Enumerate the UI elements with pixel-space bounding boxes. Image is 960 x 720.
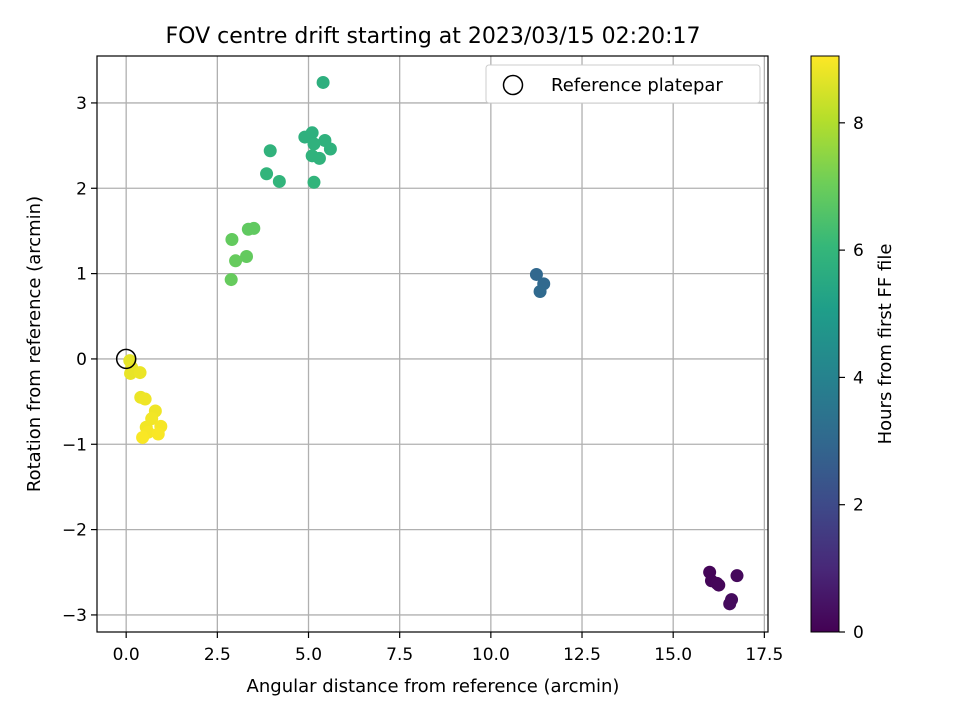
data-point xyxy=(312,151,326,165)
data-point xyxy=(305,126,319,140)
colorbar: 0 2 4 6 8 Hours from first FF file xyxy=(810,55,896,643)
x-tick-label: 0.0 xyxy=(113,645,140,665)
reference-platepar-marker xyxy=(115,348,137,370)
colorbar-tick-label: 4 xyxy=(853,368,864,388)
data-point xyxy=(307,175,321,189)
data-point xyxy=(225,232,239,246)
colorbar-tick-label: 0 xyxy=(853,623,864,643)
data-point xyxy=(533,285,547,299)
y-tick-label: 3 xyxy=(76,94,87,114)
x-tick-label: 10.0 xyxy=(472,645,510,665)
colorbar-tick-label: 6 xyxy=(853,241,864,261)
plot-area-frame xyxy=(96,55,769,633)
legend: Reference platepar xyxy=(485,64,761,104)
data-point xyxy=(247,221,261,235)
chart-title: FOV centre drift starting at 2023/03/15 … xyxy=(166,24,701,49)
data-point xyxy=(730,569,744,583)
x-axis-ticks: 0.0 2.5 5.0 7.5 10.0 12.5 15.0 17.5 xyxy=(113,632,783,665)
data-point xyxy=(712,578,726,592)
data-point xyxy=(229,254,243,268)
x-tick-label: 12.5 xyxy=(563,645,601,665)
y-tick-label: 0 xyxy=(76,350,87,370)
data-point xyxy=(272,174,286,188)
data-points xyxy=(123,75,744,611)
y-tick-label: −1 xyxy=(62,435,87,455)
data-point xyxy=(529,267,543,281)
y-axis-ticks: −3 −2 −1 0 1 2 3 xyxy=(62,94,97,626)
colorbar-tick-label: 8 xyxy=(853,114,864,134)
x-tick-label: 2.5 xyxy=(204,645,231,665)
y-tick-label: 1 xyxy=(76,265,87,285)
y-tick-label: 2 xyxy=(76,179,87,199)
x-tick-label: 7.5 xyxy=(386,645,413,665)
data-point xyxy=(138,392,152,406)
x-tick-label: 17.5 xyxy=(745,645,783,665)
data-point xyxy=(151,427,165,441)
data-point xyxy=(224,273,238,287)
data-point xyxy=(136,430,150,444)
data-point xyxy=(263,144,277,158)
legend-box xyxy=(485,64,761,104)
grid-lines xyxy=(97,56,768,632)
colorbar-tick-label: 2 xyxy=(853,496,864,516)
colorbar-gradient xyxy=(810,55,840,633)
data-point xyxy=(240,250,254,264)
data-point xyxy=(260,167,274,181)
legend-label: Reference platepar xyxy=(551,75,723,96)
data-point xyxy=(316,75,330,89)
y-axis-label: Rotation from reference (arcmin) xyxy=(24,196,45,492)
y-tick-label: −2 xyxy=(62,521,87,541)
y-tick-label: −3 xyxy=(62,606,87,626)
x-axis-label: Angular distance from reference (arcmin) xyxy=(247,676,620,697)
data-point xyxy=(307,137,321,151)
reference-marker-layer xyxy=(115,348,137,370)
data-point xyxy=(723,597,737,611)
x-tick-label: 5.0 xyxy=(295,645,322,665)
colorbar-label: Hours from first FF file xyxy=(875,244,896,445)
data-point xyxy=(124,366,138,380)
x-tick-label: 15.0 xyxy=(654,645,692,665)
legend-reference-marker xyxy=(502,74,524,96)
data-point xyxy=(133,366,147,380)
colorbar-ticks: 0 2 4 6 8 xyxy=(839,114,864,643)
data-point xyxy=(323,142,337,156)
